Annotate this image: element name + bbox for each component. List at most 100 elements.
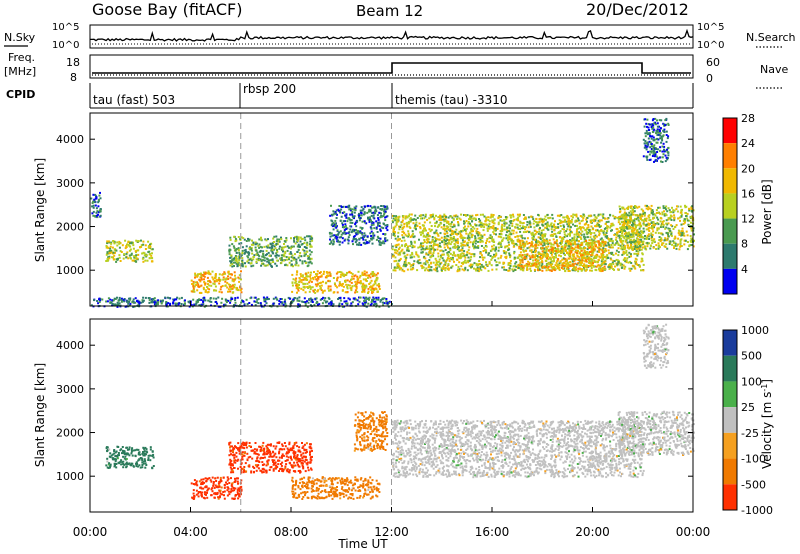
- power-cell: [126, 243, 128, 246]
- power-cell: [370, 279, 373, 282]
- power-cell: [681, 231, 684, 234]
- power-cell: [304, 262, 307, 264]
- power-cell: [425, 229, 427, 232]
- power-heatmap: [90, 113, 695, 308]
- power-cell: [447, 216, 450, 219]
- power-cell: [540, 218, 543, 221]
- power-cell: [109, 245, 112, 248]
- power-cell: [523, 218, 526, 220]
- power-cell: [599, 238, 602, 241]
- power-cell: [590, 249, 593, 252]
- power-cell: [356, 281, 359, 284]
- power-cell: [594, 229, 597, 232]
- power-cell: [610, 244, 613, 246]
- power-cell: [634, 227, 637, 230]
- power-cell: [227, 275, 229, 278]
- power-cell: [373, 274, 376, 277]
- power-cell: [449, 249, 452, 251]
- power-cell: [409, 265, 412, 268]
- power-cell: [367, 218, 370, 221]
- power-cell: [147, 246, 150, 249]
- power-cell: [573, 242, 576, 245]
- power-cell: [367, 292, 369, 294]
- power-cell: [316, 283, 319, 286]
- power-cell: [526, 221, 529, 223]
- power-cell: [485, 251, 488, 254]
- power-cell: [346, 227, 349, 230]
- power-cell: [656, 229, 659, 232]
- power-cell: [488, 223, 491, 226]
- power-cell: [237, 276, 240, 279]
- power-cell: [106, 240, 109, 243]
- power-cell: [544, 226, 547, 229]
- power-cell: [116, 244, 119, 247]
- power-cell: [566, 251, 569, 254]
- power-cell: [434, 222, 437, 225]
- power-cell: [534, 251, 537, 253]
- power-cell: [416, 254, 419, 257]
- power-cell: [260, 264, 263, 267]
- power-cell: [593, 240, 596, 243]
- power-cell: [546, 227, 548, 230]
- power-cell: [397, 243, 400, 246]
- power-cell: [292, 245, 295, 248]
- power-cell: [401, 236, 404, 239]
- power-cell: [463, 261, 466, 264]
- power-cell: [296, 250, 299, 253]
- power-cell: [365, 274, 368, 277]
- power-cell: [551, 263, 554, 266]
- power-cell: [565, 230, 568, 233]
- power-cell: [353, 230, 356, 233]
- power-cell: [568, 221, 570, 224]
- power-cell: [578, 268, 581, 271]
- power-cell: [665, 219, 668, 222]
- power-cell: [669, 214, 672, 217]
- power-cell: [609, 225, 612, 227]
- power-cell: [487, 253, 490, 256]
- power-cell: [535, 249, 537, 252]
- power-cell: [550, 263, 552, 266]
- power-cell: [404, 259, 407, 262]
- power-cell: [518, 215, 521, 218]
- power-cell: [533, 262, 536, 265]
- power-cell: [327, 280, 330, 283]
- power-cell: [350, 286, 353, 289]
- power-cell: [469, 222, 471, 225]
- power-cell: [406, 223, 409, 226]
- power-cell: [511, 242, 514, 245]
- power-cell: [129, 242, 131, 245]
- power-cell: [238, 253, 241, 256]
- power-cell: [398, 225, 400, 228]
- power-cell: [420, 264, 423, 267]
- power-cell: [148, 250, 151, 253]
- power-cell: [449, 247, 452, 250]
- power-cell: [630, 267, 633, 270]
- power-cell: [235, 286, 238, 289]
- power-cell: [140, 239, 142, 242]
- power-cell: [378, 288, 381, 290]
- power-cell: [630, 241, 633, 243]
- power-cell: [267, 261, 270, 264]
- power-cell: [450, 222, 452, 225]
- power-cell: [203, 278, 205, 281]
- power-cell: [661, 213, 664, 216]
- power-cell: [503, 228, 506, 231]
- power-cell: [568, 225, 571, 228]
- power-cell: [118, 246, 121, 249]
- power-cell: [410, 213, 413, 216]
- power-cell: [251, 252, 254, 255]
- power-cell: [358, 216, 361, 219]
- power-cell: [128, 254, 131, 257]
- power-cell: [640, 230, 643, 233]
- power-cell: [326, 271, 329, 274]
- power-cell: [233, 246, 236, 249]
- power-cell: [518, 247, 521, 250]
- power-cell: [476, 227, 479, 230]
- power-cell: [444, 261, 447, 264]
- power-cell: [477, 240, 479, 243]
- power-cell: [384, 237, 387, 240]
- power-cell: [642, 213, 645, 215]
- power-cell: [656, 216, 659, 219]
- power-cell: [430, 228, 433, 231]
- power-cell: [528, 261, 531, 264]
